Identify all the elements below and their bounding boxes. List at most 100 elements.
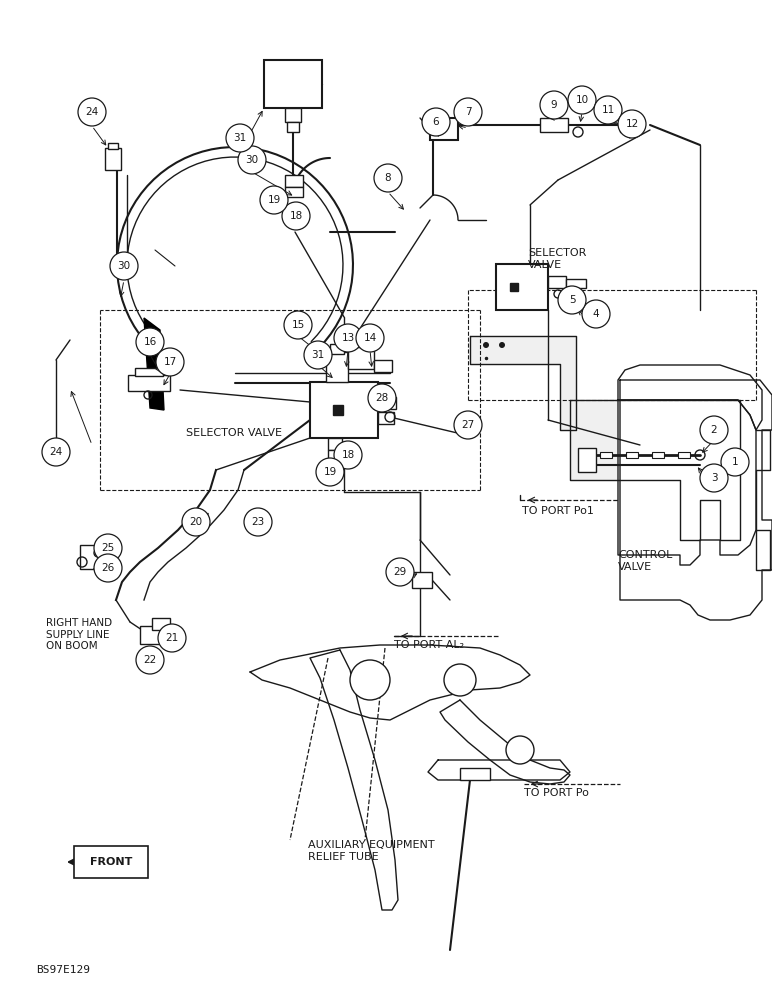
Text: CONTROL
VALVE: CONTROL VALVE [618,550,672,572]
Text: 29: 29 [394,567,407,577]
Text: 25: 25 [101,543,114,553]
Text: 19: 19 [323,467,337,477]
Circle shape [238,146,266,174]
Text: 21: 21 [165,633,178,643]
Text: SELECTOR VALVE: SELECTOR VALVE [186,428,282,438]
Circle shape [282,202,310,230]
Circle shape [386,558,414,586]
Polygon shape [570,400,740,540]
Circle shape [284,311,312,339]
Polygon shape [428,760,570,780]
Text: 13: 13 [341,333,354,343]
Text: 31: 31 [311,350,324,360]
Circle shape [260,186,288,214]
Polygon shape [310,650,398,910]
Text: 17: 17 [164,357,177,367]
Text: AUXILIARY EQUIPMENT
RELIEF TUBE: AUXILIARY EQUIPMENT RELIEF TUBE [308,840,435,862]
Circle shape [94,554,122,582]
Text: 23: 23 [252,517,265,527]
Circle shape [334,441,362,469]
Text: 16: 16 [144,337,157,347]
Bar [412,572,432,588]
Text: 28: 28 [375,393,388,403]
Circle shape [506,736,534,764]
Text: 2: 2 [711,425,717,435]
Text: 20: 20 [189,517,202,527]
Bar [460,768,490,780]
Bar [326,352,348,382]
Text: 10: 10 [575,95,588,105]
Bar [135,368,163,376]
Bar [128,375,170,391]
Circle shape [368,384,396,412]
Bar [328,450,342,460]
Bar [264,60,322,108]
Circle shape [226,124,254,152]
Bar [285,175,303,187]
Circle shape [304,341,332,369]
Bar [620,118,642,132]
Text: 6: 6 [432,117,439,127]
Bar [600,452,612,458]
Circle shape [356,324,384,352]
Circle shape [182,508,210,536]
Circle shape [568,86,596,114]
Polygon shape [470,336,576,430]
Circle shape [618,110,646,138]
Text: FRONT: FRONT [90,857,132,867]
Circle shape [42,438,70,466]
Text: 12: 12 [625,119,638,129]
Text: 30: 30 [117,261,130,271]
Circle shape [374,164,402,192]
Text: 27: 27 [462,420,475,430]
Bar [548,276,566,288]
Bar [152,618,170,630]
Text: 19: 19 [267,195,281,205]
Bar [108,143,118,149]
Circle shape [454,98,482,126]
Bar [496,264,548,310]
Text: 3: 3 [711,473,717,483]
Circle shape [422,108,450,136]
Circle shape [454,411,482,439]
Text: 24: 24 [49,447,63,457]
Text: 5: 5 [569,295,575,305]
Circle shape [350,660,390,700]
Bar [578,448,596,472]
Text: 4: 4 [593,309,599,319]
Text: 18: 18 [290,211,303,221]
Circle shape [334,324,362,352]
Circle shape [558,286,586,314]
Bar [430,118,458,140]
Bar [328,438,342,450]
Bar [140,626,162,644]
Text: 18: 18 [341,450,354,460]
Polygon shape [440,700,570,784]
Text: TO PORT AL₂: TO PORT AL₂ [394,640,464,650]
Polygon shape [618,365,762,430]
FancyBboxPatch shape [74,846,148,878]
Bar [378,397,396,409]
Bar [287,122,299,132]
Text: 31: 31 [233,133,246,143]
Bar [626,452,638,458]
Text: 1: 1 [732,457,738,467]
Circle shape [136,646,164,674]
Text: 30: 30 [245,155,259,165]
Circle shape [499,342,505,348]
Text: 24: 24 [86,107,99,117]
Circle shape [158,624,186,652]
Circle shape [700,464,728,492]
Circle shape [483,342,489,348]
Circle shape [444,664,476,696]
Polygon shape [250,645,530,720]
Circle shape [110,252,138,280]
Bar [378,412,394,424]
Text: 15: 15 [291,320,305,330]
Text: SELECTOR
VALVE: SELECTOR VALVE [528,248,587,270]
Bar [80,545,108,569]
Circle shape [78,98,106,126]
Bar [652,452,664,458]
Text: 26: 26 [101,563,114,573]
Text: RIGHT HAND
SUPPLY LINE
ON BOOM: RIGHT HAND SUPPLY LINE ON BOOM [46,618,112,651]
